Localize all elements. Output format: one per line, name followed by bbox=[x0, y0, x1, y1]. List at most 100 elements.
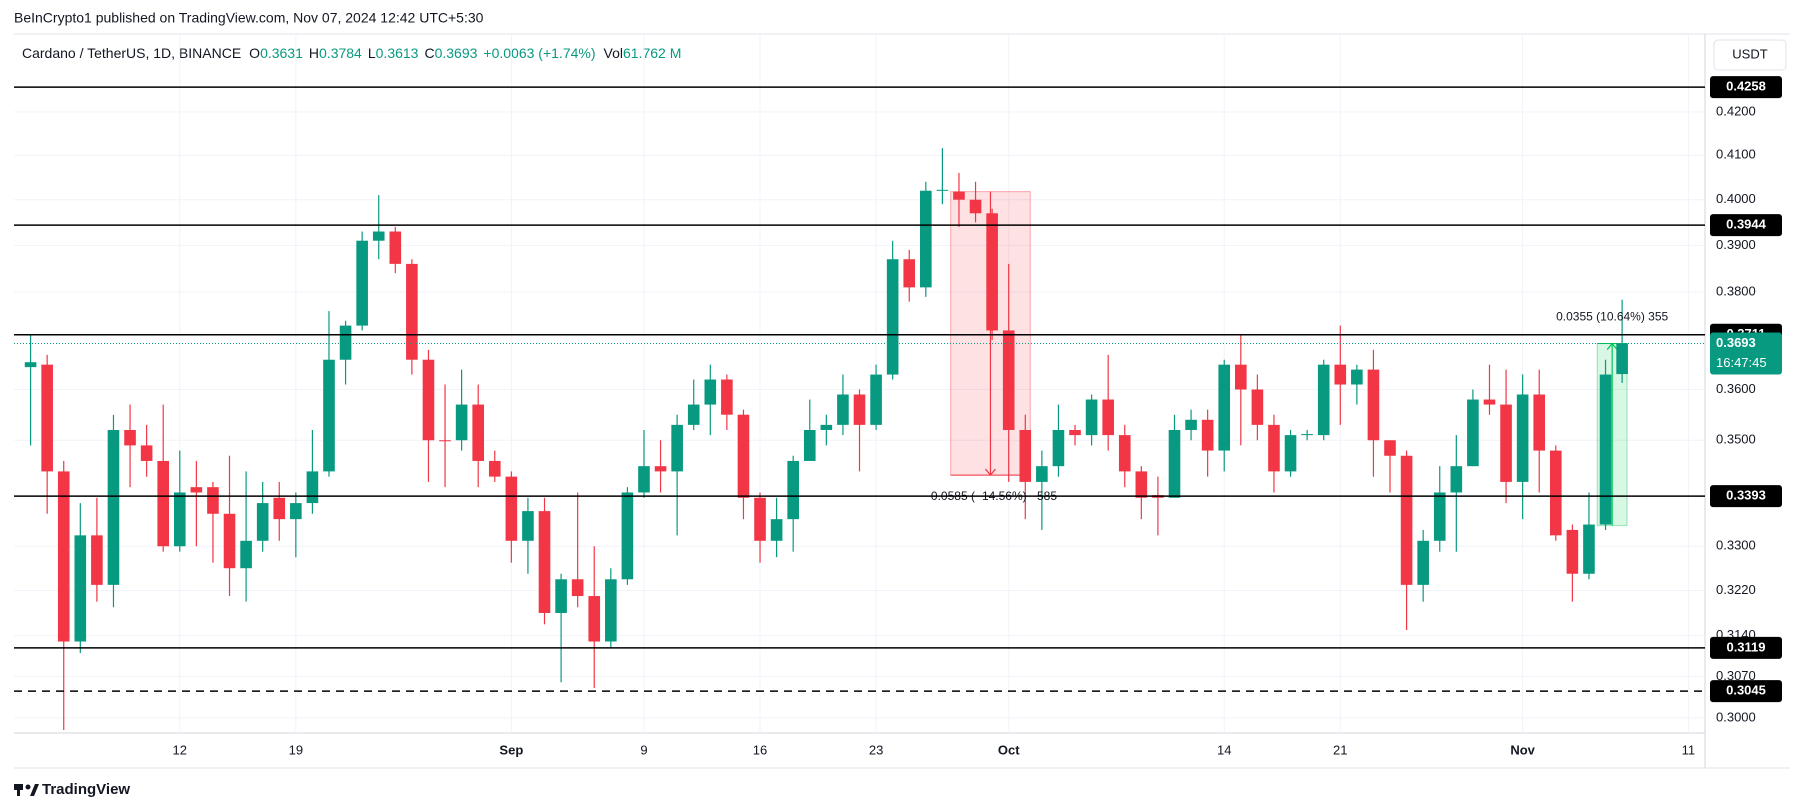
footer-brand: TradingView bbox=[42, 781, 130, 798]
candle-body bbox=[1002, 330, 1015, 430]
candle-body bbox=[787, 460, 799, 520]
level-label: 0.3045 bbox=[1726, 683, 1766, 698]
candle-body bbox=[588, 596, 601, 642]
candle-body bbox=[1135, 471, 1148, 498]
candle-body bbox=[638, 466, 650, 493]
legend-value: 0.3784 bbox=[319, 45, 362, 61]
candle-body bbox=[1102, 399, 1114, 436]
level-label-box bbox=[1710, 485, 1782, 508]
candle-body bbox=[737, 414, 750, 498]
currency-label[interactable]: USDT bbox=[1732, 46, 1767, 61]
volume-label: Vol bbox=[604, 45, 623, 61]
candle-body bbox=[74, 535, 87, 642]
candle-body bbox=[356, 240, 368, 326]
candle-body bbox=[1334, 364, 1347, 385]
candle-body bbox=[1500, 404, 1512, 482]
x-tick-label: 23 bbox=[869, 742, 883, 757]
candle-body bbox=[721, 379, 733, 415]
candle-body bbox=[1384, 440, 1396, 456]
candle-body bbox=[306, 471, 319, 504]
candle-body bbox=[704, 379, 717, 405]
candle-body bbox=[837, 394, 849, 425]
x-tick-label: 9 bbox=[640, 742, 647, 757]
candle-body bbox=[107, 429, 120, 585]
candle-body bbox=[1168, 429, 1181, 498]
candle-body bbox=[323, 359, 335, 472]
y-tick-label: 0.3800 bbox=[1716, 284, 1756, 299]
y-tick-label: 0.4200 bbox=[1716, 103, 1756, 118]
candle-body bbox=[140, 445, 153, 461]
last-price-box bbox=[1710, 332, 1782, 375]
candle-body bbox=[240, 540, 252, 569]
candle-body bbox=[372, 231, 385, 241]
candle-body bbox=[920, 190, 932, 288]
candle-body bbox=[803, 429, 816, 461]
candle-body bbox=[1268, 424, 1280, 472]
legend: Cardano / TetherUS, 1D, BINANCE O0.3631 H0… bbox=[22, 45, 681, 61]
footer-logo bbox=[14, 784, 39, 796]
candle-body bbox=[1533, 394, 1546, 451]
candle-body bbox=[1235, 364, 1247, 390]
candle-body bbox=[91, 535, 103, 585]
candle-body bbox=[290, 503, 302, 520]
candle-body bbox=[605, 579, 617, 642]
level-label-box bbox=[1710, 214, 1782, 237]
candle-body bbox=[190, 487, 203, 493]
candle-body bbox=[273, 497, 286, 520]
x-tick-label: Sep bbox=[499, 742, 523, 757]
candle-body bbox=[770, 519, 783, 541]
candle-body bbox=[57, 471, 70, 642]
y-tick-label: 0.3070 bbox=[1716, 668, 1756, 683]
candle-body bbox=[571, 579, 584, 597]
x-tick-label: 16 bbox=[753, 742, 767, 757]
candle-body bbox=[1284, 435, 1297, 472]
candle-body bbox=[936, 189, 949, 191]
level-label: 0.3944 bbox=[1726, 217, 1767, 232]
candle-body bbox=[1467, 399, 1479, 467]
candle-body bbox=[687, 404, 700, 425]
candle-body bbox=[1251, 389, 1264, 425]
y-tick-label: 0.4100 bbox=[1716, 147, 1756, 162]
candle-body bbox=[207, 487, 219, 514]
candle-body bbox=[820, 424, 833, 430]
candle-body bbox=[1566, 529, 1579, 574]
legend-label: C bbox=[424, 45, 434, 61]
y-tick-label: 0.3000 bbox=[1716, 709, 1756, 724]
x-tick-label: 11 bbox=[1682, 742, 1696, 757]
currency-button[interactable] bbox=[1713, 39, 1787, 71]
candle-body bbox=[1516, 394, 1529, 482]
plot-area bbox=[14, 35, 1705, 733]
candle-body bbox=[886, 259, 899, 375]
candle-body bbox=[422, 359, 435, 441]
candle-body bbox=[1201, 419, 1214, 451]
candle-body bbox=[256, 503, 269, 541]
legend-value: 0.3631 bbox=[260, 45, 303, 61]
candle-body bbox=[389, 231, 402, 264]
candle-body bbox=[124, 429, 136, 446]
candle-body bbox=[1367, 369, 1380, 441]
candle-body bbox=[1583, 524, 1595, 574]
candle-body bbox=[555, 579, 567, 613]
candle-body bbox=[455, 404, 468, 441]
candle-body bbox=[754, 497, 766, 541]
candle-body bbox=[1019, 429, 1032, 482]
candle-body bbox=[1185, 419, 1197, 430]
symbol: Cardano / TetherUS, 1D, BINANCE bbox=[22, 45, 241, 61]
legend-value: 0.3613 bbox=[376, 45, 419, 61]
candle-body bbox=[671, 424, 683, 472]
candle-body bbox=[1351, 369, 1363, 385]
x-tick-label: 12 bbox=[173, 742, 187, 757]
candle-body bbox=[173, 492, 186, 547]
candle-body bbox=[1483, 399, 1496, 405]
x-tick-label: Nov bbox=[1510, 742, 1535, 757]
candle-body bbox=[1450, 466, 1463, 493]
candle-body bbox=[1118, 435, 1131, 472]
x-tick-label: 21 bbox=[1333, 742, 1347, 757]
candle-body bbox=[1599, 374, 1612, 525]
legend-label: O bbox=[249, 45, 260, 61]
candle-body bbox=[24, 362, 37, 368]
candle-body bbox=[986, 213, 998, 331]
candle-body bbox=[953, 191, 965, 200]
